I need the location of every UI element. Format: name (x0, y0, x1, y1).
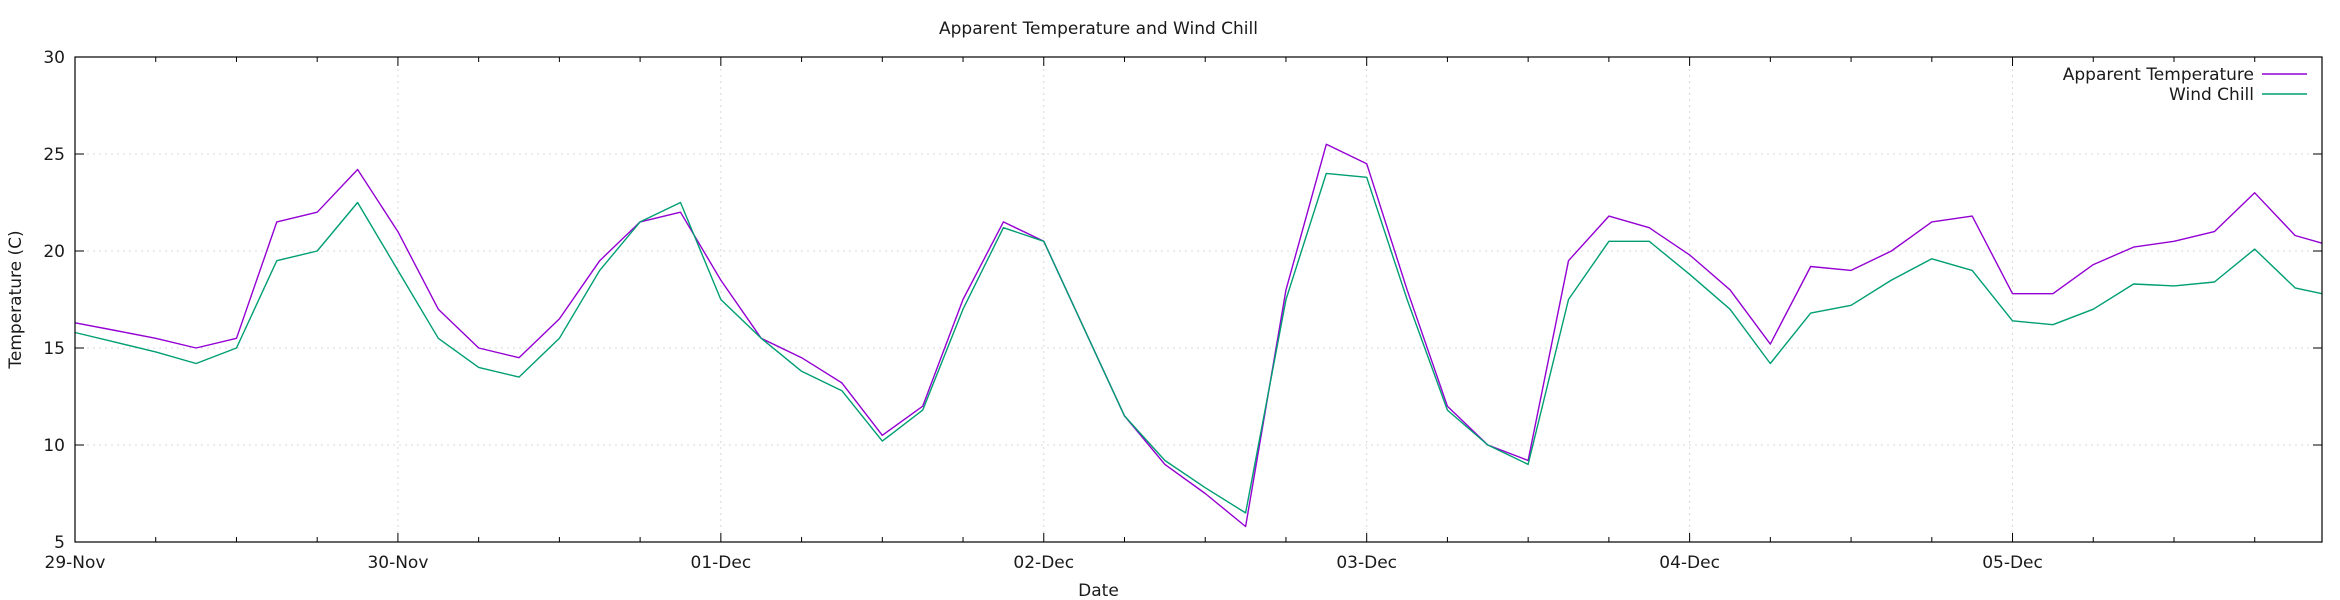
x-tick-label: 01-Dec (691, 553, 752, 573)
chart-title: Apparent Temperature and Wind Chill (939, 19, 1258, 39)
legend-label: Apparent Temperature (2063, 65, 2254, 85)
series-line-apparent-temperature (74, 143, 2323, 528)
series-line-wind-chill (74, 172, 2323, 514)
x-tick-label: 03-Dec (1336, 553, 1397, 573)
x-tick-label: 02-Dec (1013, 553, 1074, 573)
y-tick-label: 10 (43, 436, 65, 456)
plot-series (74, 143, 2323, 528)
y-tick-label: 30 (43, 48, 65, 68)
y-tick-label: 20 (43, 242, 65, 262)
ticks: 5 10 15 20 25 30 29-Nov 30-Nov 01-Dec 02-Dec 03-De… (43, 48, 2322, 573)
x-tick-label: 04-Dec (1659, 553, 1720, 573)
y-axis-title: Temperature (C) (6, 230, 26, 369)
legend-label: Wind Chill (2169, 85, 2254, 105)
x-axis-title: Date (1078, 581, 1119, 600)
plot-frame (74, 56, 2323, 543)
y-tick-label: 5 (54, 533, 65, 553)
y-tick-label: 15 (43, 339, 65, 359)
grid (75, 57, 2322, 542)
x-tick-label: 30-Nov (367, 553, 428, 573)
y-tick-label: 25 (43, 145, 65, 165)
x-tick-label: 05-Dec (1982, 553, 2043, 573)
x-tick-label: 29-Nov (45, 553, 106, 573)
